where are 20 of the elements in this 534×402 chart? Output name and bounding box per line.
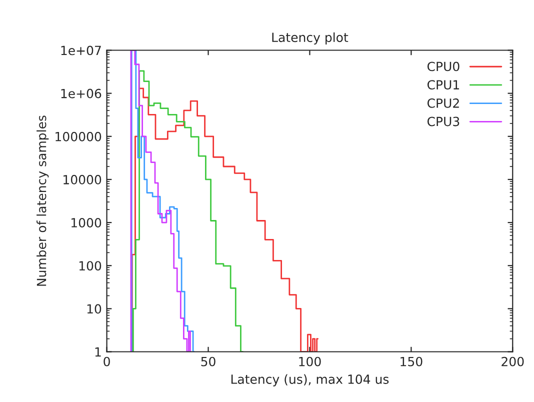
x-tick-label: 150 [400, 356, 422, 366]
y-tick-label: 100000 [56, 132, 102, 142]
legend-label: CPU2 [427, 98, 459, 108]
y-tick-label: 1 [95, 347, 101, 356]
y-axis-title: Number of latency samples [36, 116, 49, 286]
y-tick-label: 1e+06 [61, 88, 102, 98]
legend-label: CPU0 [427, 62, 460, 72]
y-tick-label: 1000 [72, 218, 102, 228]
y-tick-label: 10000 [64, 174, 102, 184]
x-tick-label: 50 [201, 356, 216, 366]
x-tick-label: 100 [299, 356, 321, 366]
legend-label: CPU1 [427, 80, 459, 90]
legend-label: CPU3 [427, 116, 460, 126]
x-tick-label: 0 [104, 356, 110, 366]
chart-title: Latency plot [272, 32, 348, 45]
y-tick-label: 100 [79, 261, 102, 271]
y-tick-label: 10 [87, 304, 102, 314]
y-tick-label: 1e+07 [61, 46, 101, 56]
x-tick-label: 200 [502, 356, 524, 366]
x-axis-title: Latency (us), max 104 us [231, 374, 389, 386]
